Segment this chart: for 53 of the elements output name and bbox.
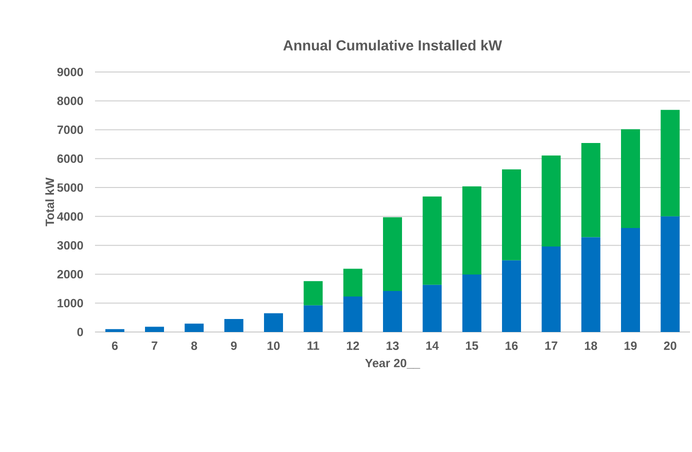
x-tick-label: 15 xyxy=(466,342,478,350)
x-tick-label: 14 xyxy=(426,342,439,350)
bar xyxy=(145,326,164,332)
x-tick-label: 8 xyxy=(191,342,198,350)
bar xyxy=(105,329,124,332)
bar xyxy=(542,155,561,246)
bar xyxy=(264,313,284,332)
bar xyxy=(383,217,402,291)
y-axis-title: Total kW xyxy=(45,178,54,226)
y-tick-label: 3000 xyxy=(57,241,83,250)
y-tick-label: 0 xyxy=(77,328,83,336)
chart-title: Annual Cumulative Installed kW xyxy=(283,40,502,50)
bar xyxy=(383,290,402,332)
bar xyxy=(462,274,482,332)
x-tick-label: 10 xyxy=(268,342,280,350)
x-tick-label: 16 xyxy=(506,342,518,350)
bar xyxy=(184,324,204,332)
x-tick-label: 13 xyxy=(386,342,399,350)
bar xyxy=(621,129,640,228)
bar xyxy=(422,284,442,332)
y-tick-label: 2000 xyxy=(57,270,83,278)
bar xyxy=(542,246,561,332)
y-tick-label: 9000 xyxy=(57,68,83,76)
bar xyxy=(224,318,244,332)
bar xyxy=(343,268,362,296)
x-tick-label: 20 xyxy=(664,342,676,350)
bar xyxy=(621,228,640,332)
y-tick-label: 8000 xyxy=(57,96,83,106)
y-tick-label: 7000 xyxy=(57,126,83,134)
x-tick-label: 17 xyxy=(545,342,558,350)
bar xyxy=(462,186,482,274)
x-tick-label: 18 xyxy=(584,342,598,350)
x-tick-label: 7 xyxy=(152,342,158,350)
bar xyxy=(581,237,600,332)
bar xyxy=(343,296,362,332)
y-tick-label: 1000 xyxy=(58,298,83,308)
x-axis-title: Year 20__ xyxy=(365,358,420,369)
bar xyxy=(304,305,323,332)
x-tick-label: 11 xyxy=(308,342,320,350)
x-tick-label: 12 xyxy=(346,342,360,350)
y-tick-label: 6000 xyxy=(57,154,83,163)
bar xyxy=(660,216,680,332)
y-tick-label: 5000 xyxy=(57,183,83,192)
bar xyxy=(581,143,600,238)
y-tick-label: 4000 xyxy=(57,212,83,221)
x-tick-label: 6 xyxy=(112,342,118,350)
x-tick-label: 9 xyxy=(230,342,237,350)
bar xyxy=(660,110,680,216)
bar xyxy=(304,281,323,306)
bar xyxy=(422,196,442,285)
bar xyxy=(502,260,522,332)
x-tick-label: 19 xyxy=(624,342,637,350)
bar xyxy=(502,169,522,260)
